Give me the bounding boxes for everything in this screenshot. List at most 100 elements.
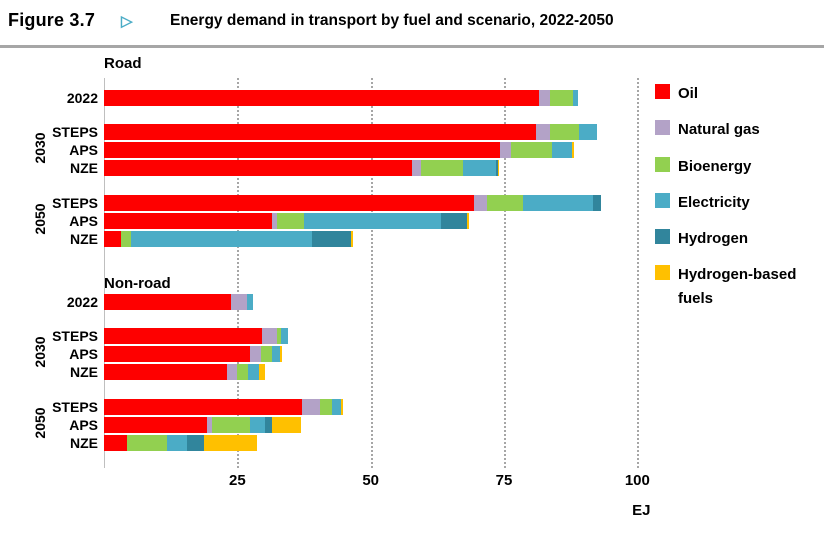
legend-item-bioenergy: Bioenergy (655, 155, 820, 178)
gridline-100 (637, 78, 640, 468)
bar-row-non-road-2050-APS: APS (0, 417, 824, 433)
legend-swatch-icon (655, 192, 670, 208)
bar-segment-hydrogen-based-fuels (497, 160, 500, 176)
bar-segment-bioenergy (319, 399, 333, 415)
bar-segment-natural-gas (206, 417, 213, 433)
stacked-bar (104, 160, 500, 176)
bar-segment-bioenergy (260, 346, 272, 362)
bar-segment-oil (104, 195, 475, 211)
bar-segment-hydrogen-based-fuels (572, 142, 575, 158)
bar-segment-hydrogen-based-fuels (259, 364, 266, 380)
bar-segment-bioenergy (276, 213, 304, 229)
figure-arrow-icon: ▷ (121, 13, 133, 30)
bar-segment-natural-gas (536, 124, 550, 140)
bar-segment-electricity (303, 213, 442, 229)
row-label-APS: APS (69, 213, 98, 229)
stacked-bar (104, 346, 283, 362)
bar-segment-oil (104, 364, 228, 380)
bar-segment-bioenergy (549, 124, 580, 140)
bar-segment-hydrogen-based-fuels (271, 417, 301, 433)
row-label-APS: APS (69, 346, 98, 362)
bar-segment-oil (104, 90, 539, 106)
bar-segment-hydrogen-based-fuels (350, 231, 353, 247)
bar-row-non-road-2030-STEPS: STEPS (0, 328, 824, 344)
bar-segment-bioenergy (486, 195, 524, 211)
bar-segment-bioenergy (127, 435, 168, 451)
stacked-bar (104, 364, 266, 380)
y-axis-line (104, 78, 105, 468)
stacked-bar (104, 399, 343, 415)
bar-segment-hydrogen (593, 195, 602, 211)
x-tick-label-100: 100 (624, 472, 650, 489)
legend-item-hydrogen: Hydrogen (655, 227, 820, 250)
bar-segment-natural-gas (412, 160, 421, 176)
stacked-bar (104, 328, 288, 344)
bar-segment-hydrogen-based-fuels (467, 213, 470, 229)
bar-segment-bioenergy (121, 231, 132, 247)
x-tick-label-25: 25 (228, 472, 246, 489)
stacked-bar (104, 435, 258, 451)
row-label-NZE: NZE (70, 364, 98, 380)
row-label-STEPS: STEPS (52, 399, 98, 415)
bar-row-non-road-2030-APS: APS (0, 346, 824, 362)
legend-item-electricity: Electricity (655, 191, 820, 214)
row-label-APS: APS (69, 417, 98, 433)
bar-segment-bioenergy (212, 417, 251, 433)
bar-segment-oil (104, 346, 251, 362)
row-label-STEPS: STEPS (52, 328, 98, 344)
bar-segment-oil (104, 160, 413, 176)
bar-row-road-2050-APS: APS (0, 213, 824, 229)
bar-row-non-road--2022: 2022 (0, 294, 824, 310)
bar-segment-hydrogen (441, 213, 468, 229)
bar-segment-electricity (271, 346, 280, 362)
bar-segment-electricity (281, 328, 288, 344)
bar-segment-natural-gas (230, 294, 247, 310)
bar-segment-electricity (523, 195, 594, 211)
legend-swatch-icon (655, 229, 670, 244)
panel-title-non-road: Non-road (104, 275, 171, 292)
bar-row-road-2030-APS: APS (0, 142, 824, 158)
stacked-bar (104, 213, 470, 229)
bar-segment-bioenergy (550, 90, 574, 106)
bar-segment-electricity (332, 399, 341, 415)
legend-item-oil: Oil (655, 82, 820, 105)
bar-segment-natural-gas (500, 142, 511, 158)
bar-segment-hydrogen-based-fuels (203, 435, 258, 451)
bar-segment-bioenergy (510, 142, 552, 158)
stacked-bar (104, 294, 254, 310)
x-axis-unit-label: EJ (632, 502, 651, 519)
legend-label: Hydrogen-based fuels (678, 266, 797, 307)
row-label-NZE: NZE (70, 231, 98, 247)
legend-swatch-icon (655, 84, 670, 99)
bar-segment-hydrogen-based-fuels (340, 399, 343, 415)
bar-row-road--2022: 2022 (0, 90, 824, 106)
bar-segment-oil (104, 294, 231, 310)
stacked-bar (104, 195, 602, 211)
bar-segment-oil (104, 417, 207, 433)
bar-row-non-road-2050-STEPS: STEPS (0, 399, 824, 415)
bar-segment-oil (104, 328, 262, 344)
legend-swatch-icon (655, 120, 670, 136)
bar-segment-hydrogen-based-fuels (279, 346, 283, 362)
bar-segment-natural-gas (261, 328, 277, 344)
bar-segment-bioenergy (236, 364, 248, 380)
figure-number: Figure 3.7 (8, 10, 96, 30)
bar-segment-natural-gas (474, 195, 487, 211)
stacked-bar (104, 231, 353, 247)
bar-segment-hydrogen (311, 231, 351, 247)
legend-label: Electricity (678, 193, 750, 211)
legend-swatch-icon (655, 156, 670, 172)
bar-segment-electricity (250, 417, 266, 433)
panel-title-road: Road (104, 55, 142, 72)
bar-row-road-2030-STEPS: STEPS (0, 124, 824, 140)
row-label-STEPS: STEPS (52, 124, 98, 140)
row-label-NZE: NZE (70, 160, 98, 176)
bar-segment-electricity (462, 160, 496, 176)
legend-swatch-icon (655, 265, 670, 281)
x-tick-label-75: 75 (495, 472, 513, 489)
legend-item-natural-gas: Natural gas (655, 118, 820, 141)
bar-segment-electricity (579, 124, 598, 140)
bar-segment-hydrogen (495, 160, 498, 176)
legend-label: Oil (678, 85, 699, 102)
